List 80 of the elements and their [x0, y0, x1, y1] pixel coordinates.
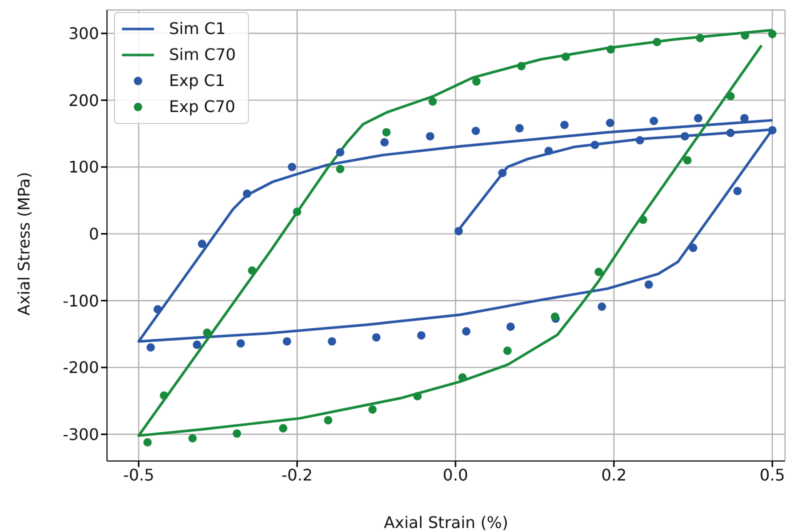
point: [544, 146, 553, 156]
point: [146, 343, 155, 352]
point: [650, 116, 658, 126]
point: [368, 405, 377, 414]
point: [688, 244, 698, 252]
point: [598, 302, 606, 311]
point: [236, 339, 245, 348]
point: [515, 124, 524, 132]
point: [606, 45, 615, 54]
point: [454, 226, 463, 236]
point: [606, 118, 614, 128]
point: [726, 92, 735, 100]
point: [143, 438, 152, 446]
legend-label: Sim C1: [169, 18, 226, 40]
point: [472, 77, 481, 86]
point: [192, 340, 202, 349]
point: [336, 164, 344, 174]
point: [506, 322, 515, 331]
point: [638, 216, 648, 224]
point: [462, 327, 470, 336]
y-tick-label: -200: [62, 358, 99, 378]
point: [560, 120, 569, 130]
point: [328, 337, 336, 346]
point: [413, 392, 422, 400]
point: [768, 126, 777, 134]
point: [282, 337, 292, 346]
x-tick-label: 0.0: [442, 465, 468, 484]
point: [562, 52, 570, 61]
point: [472, 126, 480, 136]
point: [428, 97, 437, 106]
point: [503, 346, 512, 355]
y-tick-label: 300: [68, 24, 99, 44]
point: [498, 168, 507, 178]
point: [198, 240, 206, 248]
point: [726, 128, 735, 138]
point: [372, 333, 380, 342]
point: [517, 62, 526, 70]
point: [740, 114, 749, 122]
point: [380, 138, 389, 146]
x-tick-label: 0.2: [601, 465, 627, 484]
point: [324, 416, 332, 424]
point: [696, 34, 704, 42]
point: [278, 424, 288, 432]
point: [417, 331, 426, 340]
y-tick-label: -300: [62, 424, 99, 444]
y-tick-label: -100: [62, 291, 99, 310]
point: [680, 132, 690, 140]
point: [288, 162, 296, 172]
point: [590, 140, 600, 150]
point: [232, 429, 242, 438]
legend-label: Sim C70: [169, 44, 236, 66]
point: [652, 38, 662, 46]
point: [768, 30, 777, 38]
x-tick-label: -0.5: [123, 465, 154, 484]
point: [694, 114, 702, 122]
y-tick-label: 100: [68, 158, 99, 177]
point: [382, 128, 391, 136]
point: [733, 186, 742, 196]
y-axis-title: Axial Stress (MPa): [14, 172, 34, 316]
point: [636, 136, 644, 144]
legend-label: Exp C1: [169, 70, 226, 92]
x-tick-label: -0.2: [281, 465, 313, 484]
point: [153, 305, 162, 314]
point: [740, 31, 750, 40]
point: [160, 391, 168, 400]
point: [644, 280, 653, 289]
point: [188, 434, 197, 442]
point: [336, 148, 344, 157]
point: [292, 208, 302, 216]
point: [683, 156, 692, 165]
x-axis-title: Axial Strain (%): [384, 513, 508, 532]
point: [248, 266, 256, 275]
y-tick-label: 0: [88, 224, 99, 244]
legend-label: Exp C70: [169, 96, 236, 118]
point: [426, 132, 434, 140]
point: [594, 268, 603, 276]
y-tick-label: 200: [68, 90, 99, 110]
point: [202, 328, 212, 337]
point: [242, 190, 252, 198]
x-tick-label: 0.5: [760, 465, 786, 484]
